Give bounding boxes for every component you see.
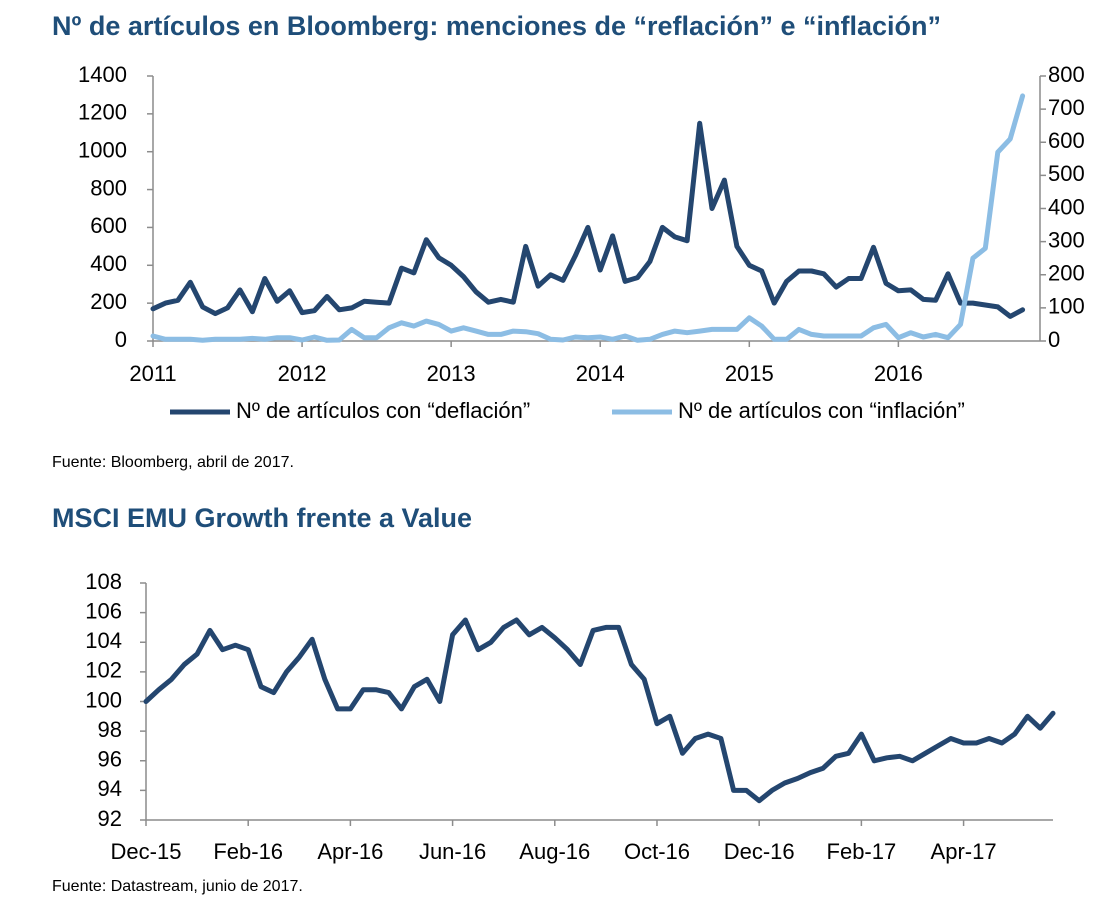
y-tick-label: 106 <box>85 598 122 623</box>
x-tick-label: Jun-16 <box>419 839 486 864</box>
chart-title: Nº de artículos en Bloomberg: menciones … <box>52 11 941 41</box>
y2-tick-label: 300 <box>1048 227 1085 252</box>
x-tick-label: Apr-17 <box>931 839 997 864</box>
y-tick-label: 1000 <box>78 138 127 163</box>
x-tick-label: 2014 <box>576 361 625 386</box>
y-tick-label: 1400 <box>78 62 127 87</box>
x-tick-label: Apr-16 <box>317 839 383 864</box>
x-tick-label: Aug-16 <box>519 839 590 864</box>
x-tick-label: 2012 <box>278 361 327 386</box>
y-tick-label: 94 <box>98 776 122 801</box>
series-line <box>143 617 1056 804</box>
y-tick-label: 96 <box>98 747 122 772</box>
y-tick-label: 98 <box>98 717 122 742</box>
y2-tick-label: 800 <box>1048 62 1085 87</box>
y-tick-label: 200 <box>90 289 127 314</box>
y-tick-label: 108 <box>85 569 122 594</box>
x-tick-label: Dec-16 <box>724 839 795 864</box>
y-tick-label: 104 <box>85 628 122 653</box>
y2-tick-label: 600 <box>1048 128 1085 153</box>
source-note: Fuente: Bloomberg, abril de 2017. <box>52 454 294 471</box>
x-tick-label: Oct-16 <box>624 839 690 864</box>
x-tick-label: 2013 <box>427 361 476 386</box>
y2-tick-label: 100 <box>1048 294 1085 319</box>
y2-tick-label: 500 <box>1048 161 1085 186</box>
y-tick-label: 92 <box>98 806 122 831</box>
y-tick-label: 600 <box>90 213 127 238</box>
source-note: Fuente: Datastream, junio de 2017. <box>52 878 303 895</box>
y-tick-label: 800 <box>90 175 127 200</box>
y-tick-label: 0 <box>115 327 127 352</box>
y2-tick-label: 200 <box>1048 261 1085 286</box>
x-tick-label: 2011 <box>129 361 176 386</box>
series-line <box>150 93 1026 343</box>
x-tick-label: Dec-15 <box>111 839 182 864</box>
y-tick-label: 102 <box>85 658 122 683</box>
series-line <box>150 120 1026 319</box>
x-tick-label: 2016 <box>874 361 923 386</box>
y2-tick-label: 0 <box>1048 327 1060 352</box>
chart-title: MSCI EMU Growth frente a Value <box>52 503 472 533</box>
x-tick-label: 2015 <box>725 361 774 386</box>
y-tick-label: 1200 <box>78 100 127 125</box>
y2-tick-label: 400 <box>1048 194 1085 219</box>
legend-label: Nº de artículos con “deflación” <box>236 398 530 423</box>
y-tick-label: 400 <box>90 251 127 276</box>
x-tick-label: Feb-17 <box>827 839 897 864</box>
legend-label: Nº de artículos con “inflación” <box>678 398 965 423</box>
y-tick-label: 100 <box>85 687 122 712</box>
x-tick-label: Feb-16 <box>213 839 283 864</box>
y2-tick-label: 700 <box>1048 95 1085 120</box>
